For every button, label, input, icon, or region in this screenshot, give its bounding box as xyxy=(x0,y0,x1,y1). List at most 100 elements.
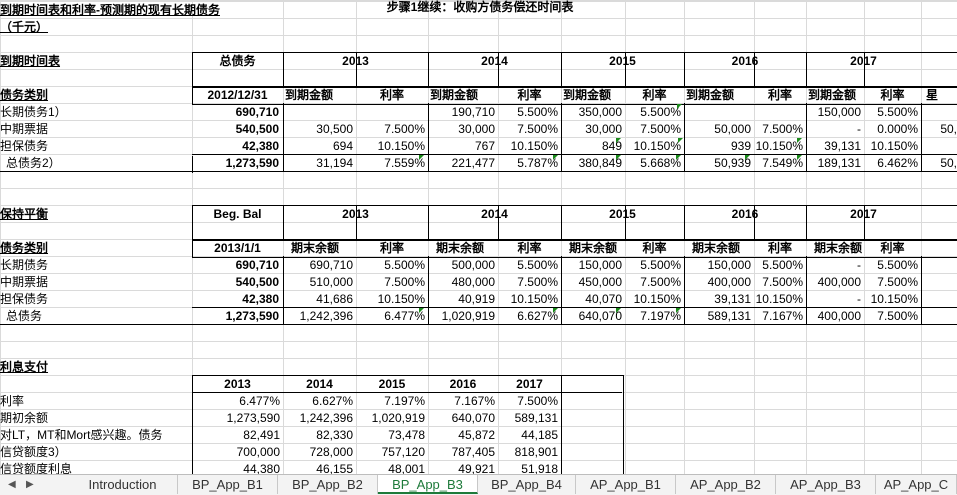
data-cell[interactable]: 10.150% xyxy=(633,139,681,153)
data-cell[interactable]: 221,477 xyxy=(451,156,495,170)
rate-header[interactable]: 利率 xyxy=(517,88,542,102)
row-label[interactable]: 利率 xyxy=(0,394,25,408)
data-cell[interactable]: 5.787% xyxy=(517,156,558,170)
sheet-tab-ap_app_b1[interactable]: AP_App_B1 xyxy=(576,475,676,494)
year-header[interactable]: 2015 xyxy=(609,54,636,68)
data-cell[interactable]: 1,242,396 xyxy=(299,411,353,425)
sheet-tab-bp_app_b3[interactable]: BP_App_B3 xyxy=(378,475,478,494)
data-cell[interactable]: 7.167% xyxy=(454,394,495,408)
row-label[interactable]: 担保债务 xyxy=(0,139,49,153)
data-cell[interactable]: 589,131 xyxy=(514,411,558,425)
data-cell[interactable]: 150,000 xyxy=(578,258,622,272)
data-cell[interactable]: 5.668% xyxy=(640,156,681,170)
data-cell[interactable]: 7.500% xyxy=(517,394,558,408)
year-header[interactable]: 2015 xyxy=(378,377,406,391)
data-cell[interactable]: 694 xyxy=(332,139,353,153)
row-label[interactable]: 对LT，MT和Mort感兴趣。债务 xyxy=(0,428,163,442)
data-cell[interactable]: 380,849 xyxy=(578,156,622,170)
data-cell[interactable]: 7.500% xyxy=(517,122,558,136)
data-cell[interactable]: 39,131 xyxy=(714,292,751,306)
sheet-tab-bp_app_b1[interactable]: BP_App_B1 xyxy=(178,475,278,494)
data-cell[interactable]: 510,000 xyxy=(309,275,353,289)
scroll-left-icon[interactable]: ◀ xyxy=(8,479,16,490)
data-cell[interactable]: 82,491 xyxy=(243,428,280,442)
data-cell[interactable]: 7.500% xyxy=(384,122,425,136)
balance-header[interactable]: 期末余额 xyxy=(436,241,485,255)
row-label[interactable]: 中期票据 xyxy=(0,275,49,289)
data-cell[interactable]: 6.477% xyxy=(239,394,280,408)
year-header[interactable]: 2016 xyxy=(731,207,759,221)
data-cell[interactable]: 400,000 xyxy=(817,309,861,323)
rate-header[interactable]: 利率 xyxy=(767,88,792,102)
data-cell[interactable]: 6.477% xyxy=(384,309,425,323)
data-cell[interactable]: 190,710 xyxy=(451,105,495,119)
row-label[interactable]: 总债务2） xyxy=(6,156,61,170)
amount-header[interactable]: 到期金额 xyxy=(563,88,612,102)
data-cell[interactable] xyxy=(283,104,353,121)
data-cell[interactable]: 640,070 xyxy=(578,309,622,323)
data-cell[interactable]: 7.167% xyxy=(762,309,803,323)
data-cell[interactable]: 82,330 xyxy=(316,428,353,442)
data-cell[interactable]: 10.150% xyxy=(510,292,558,306)
scroll-right-icon[interactable]: ▶ xyxy=(26,479,34,490)
data-cell[interactable]: 49,921 xyxy=(458,462,495,474)
rate-header[interactable]: 利率 xyxy=(880,88,905,102)
date-header[interactable]: 2013/1/1 xyxy=(214,241,261,255)
data-cell[interactable]: - xyxy=(857,122,861,136)
data-cell[interactable]: 7.500% xyxy=(762,122,803,136)
data-cell[interactable]: 150,000 xyxy=(817,105,861,119)
total-debt-header[interactable]: 总债务 xyxy=(219,54,256,68)
sheet-tab-ap_app_b3[interactable]: AP_App_B3 xyxy=(776,475,876,494)
extra-header[interactable]: 星 xyxy=(926,88,939,102)
year-header[interactable]: 2017 xyxy=(806,53,921,70)
row-label[interactable]: 担保债务 xyxy=(0,292,49,306)
balance-header[interactable]: 期末余额 xyxy=(814,241,863,255)
rate-header[interactable]: 利率 xyxy=(642,241,667,255)
data-cell[interactable]: 5.500% xyxy=(762,258,803,272)
data-cell[interactable]: 50,000 xyxy=(714,122,751,136)
total-value[interactable]: 540,500 xyxy=(235,122,279,136)
data-cell[interactable]: 39,131 xyxy=(824,139,861,153)
data-cell[interactable]: 10.150% xyxy=(633,292,681,306)
units-label[interactable]: （千元） xyxy=(0,20,49,34)
total-value[interactable]: 42,380 xyxy=(242,139,279,153)
data-cell[interactable]: 7.500% xyxy=(762,275,803,289)
sheet-title[interactable]: 步骤1继续：收购方债务偿还时间表 xyxy=(386,0,574,14)
data-cell[interactable]: 5.500% xyxy=(877,258,918,272)
category-label[interactable]: 债务类别 xyxy=(0,241,49,255)
data-cell[interactable]: 5.500% xyxy=(384,258,425,272)
total-value[interactable]: 1,273,590 xyxy=(225,309,279,323)
year-header[interactable]: 2017 xyxy=(806,206,921,223)
year-header[interactable]: 2016 xyxy=(449,377,477,391)
data-cell[interactable]: 40,919 xyxy=(458,292,495,306)
beg-bal-header[interactable]: Beg. Bal xyxy=(213,207,262,221)
section3-label[interactable]: 利息支付 xyxy=(0,360,49,374)
data-cell[interactable]: 589,131 xyxy=(707,309,751,323)
data-cell[interactable]: 7.197% xyxy=(640,309,681,323)
extra-cell[interactable]: 50, xyxy=(940,156,957,170)
data-cell[interactable]: 10.150% xyxy=(870,292,918,306)
data-cell[interactable]: 7.500% xyxy=(877,309,918,323)
data-cell[interactable]: 7.500% xyxy=(384,275,425,289)
data-cell[interactable]: 5.500% xyxy=(640,258,681,272)
year-header[interactable]: 2014 xyxy=(481,54,508,68)
data-cell[interactable]: 1,020,919 xyxy=(441,309,495,323)
data-cell[interactable]: 73,478 xyxy=(388,428,425,442)
year-header[interactable]: 2013 xyxy=(224,377,251,391)
data-cell[interactable]: 46,155 xyxy=(316,462,353,474)
data-cell[interactable]: 40,070 xyxy=(585,292,622,306)
total-value[interactable]: 690,710 xyxy=(235,105,279,119)
data-cell[interactable]: 150,000 xyxy=(707,258,751,272)
data-cell[interactable]: 10.150% xyxy=(377,292,425,306)
section1-heading[interactable]: 到期时间表和利率-预测期的现有长期债务 xyxy=(0,3,220,17)
data-cell[interactable]: 10.150% xyxy=(755,139,803,153)
data-cell[interactable]: 10.150% xyxy=(510,139,558,153)
data-cell[interactable]: 7.500% xyxy=(877,275,918,289)
amount-header[interactable]: 到期金额 xyxy=(808,88,857,102)
total-value[interactable]: 1,273,590 xyxy=(225,156,279,170)
year-header[interactable]: 2014 xyxy=(306,377,333,391)
data-cell[interactable]: 6.462% xyxy=(877,156,918,170)
data-cell[interactable]: 51,918 xyxy=(521,462,558,474)
data-cell[interactable]: 700,000 xyxy=(236,445,280,459)
data-cell[interactable]: - xyxy=(857,292,861,306)
